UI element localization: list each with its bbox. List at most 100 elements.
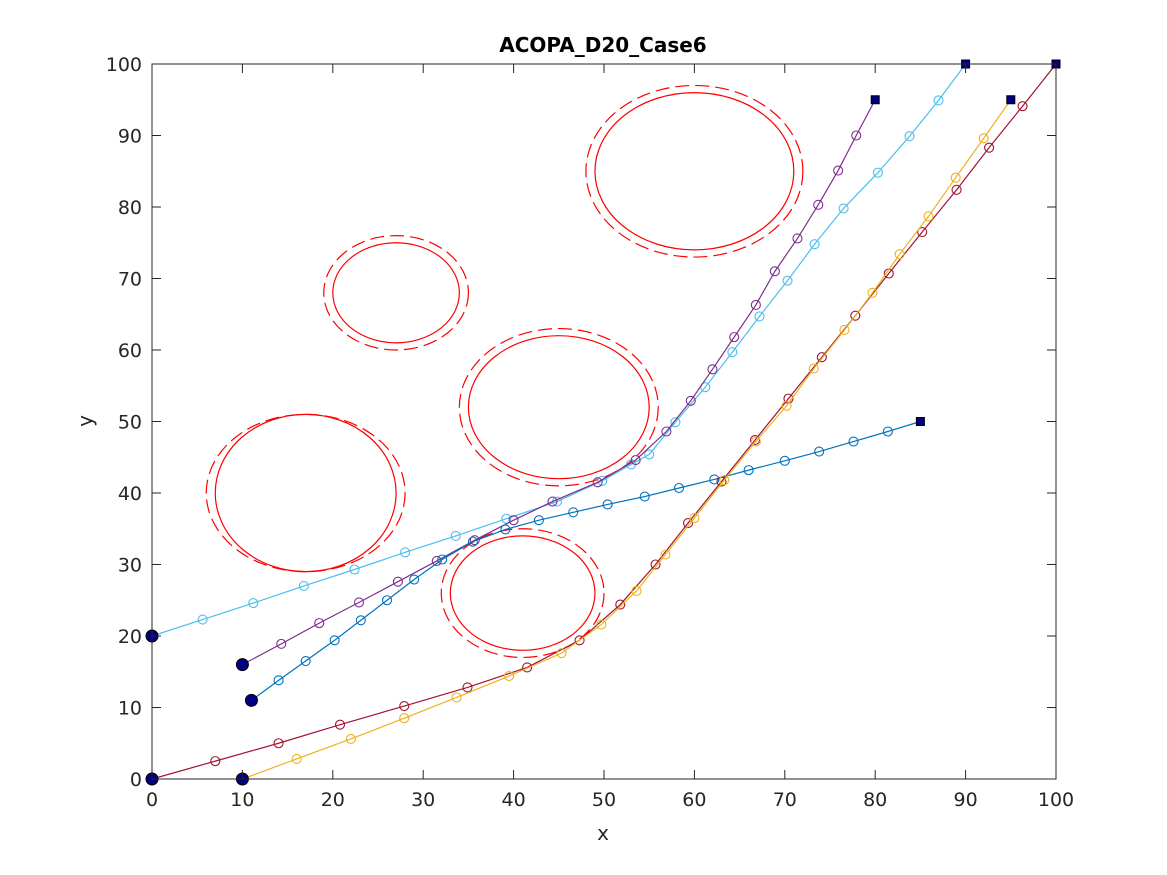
- path-2-waypoint: [276, 638, 287, 649]
- x-tick-label: 80: [863, 789, 887, 811]
- path-5-waypoint: [660, 549, 671, 560]
- x-tick-label: 50: [592, 789, 616, 811]
- path-3-waypoint: [300, 655, 311, 667]
- y-tick-label: 100: [106, 54, 142, 76]
- path-3-waypoint: [673, 482, 685, 494]
- obstacle-5-outer-boundary: [585, 84, 804, 258]
- path-2-waypoint: [792, 233, 803, 244]
- path-5-waypoint: [978, 133, 989, 144]
- path-4-waypoint: [522, 662, 533, 673]
- path-4-waypoint: [574, 635, 585, 646]
- y-axis-label: y: [73, 415, 97, 427]
- path-3-waypoint: [533, 515, 544, 526]
- path-2-waypoint: [630, 455, 641, 466]
- x-tick-label: 0: [146, 789, 158, 811]
- x-tick-label: 70: [773, 789, 797, 811]
- path-4-waypoint: [917, 226, 928, 238]
- y-tick-label: 30: [118, 555, 142, 577]
- path-1-waypoint: [349, 564, 360, 575]
- path-2-waypoint: [353, 597, 365, 608]
- path-3-waypoint: [381, 595, 393, 606]
- path-5-waypoint: [808, 363, 819, 374]
- path-5-waypoint: [451, 692, 462, 703]
- y-tick-label: 40: [118, 483, 142, 505]
- obstacle-3-outer-boundary: [458, 327, 659, 487]
- path-2-line: [242, 99, 876, 666]
- path-1-waypoint: [782, 275, 793, 286]
- plot-area: [145, 59, 1061, 786]
- path-2-waypoint: [813, 199, 824, 210]
- path-1-waypoint: [727, 347, 738, 358]
- y-tick-label: 10: [118, 698, 142, 720]
- path-4-waypoint: [816, 352, 827, 363]
- path-2-waypoint: [392, 576, 403, 587]
- path-2-waypoint: [431, 555, 442, 566]
- path-2-waypoint: [469, 535, 480, 546]
- path-4-waypoint: [273, 738, 284, 749]
- path-5-waypoint: [923, 211, 934, 222]
- path-4-waypoint: [210, 756, 221, 767]
- path-1-waypoint: [450, 530, 461, 541]
- path-4-waypoint: [951, 184, 962, 195]
- y-tick-label: 90: [118, 126, 142, 148]
- path-4-waypoint: [615, 599, 626, 610]
- x-tick-label: 20: [321, 789, 345, 811]
- y-tick-label: 50: [118, 412, 142, 434]
- path-3-waypoint: [329, 635, 340, 646]
- path-2-waypoint: [833, 165, 844, 176]
- path-1-waypoint: [754, 311, 765, 322]
- path-1-waypoint: [872, 167, 883, 178]
- path-1-line: [151, 63, 967, 637]
- path-4-waypoint: [334, 719, 346, 730]
- x-tick-label: 40: [502, 789, 526, 811]
- path-3-waypoint: [568, 507, 579, 518]
- path-2-goal-marker: [870, 95, 880, 105]
- obstacle-2: [332, 242, 460, 344]
- chart-title: ACOPA_D20_Case6: [499, 33, 706, 57]
- path-3-waypoint: [814, 446, 825, 457]
- path-5-waypoint: [719, 475, 730, 486]
- path-5-waypoint: [504, 670, 515, 682]
- path-3-waypoint: [882, 426, 893, 437]
- path-3-waypoint: [602, 499, 613, 510]
- path-1-waypoint: [248, 598, 259, 609]
- y-tick-label: 60: [118, 340, 142, 362]
- path-2-waypoint: [769, 266, 780, 277]
- path-4-line: [151, 63, 1057, 780]
- obstacle-3: [467, 335, 650, 480]
- obstacle-5: [594, 91, 795, 251]
- path-5-waypoint: [689, 512, 700, 524]
- x-tick-label: 90: [954, 789, 978, 811]
- path-2-waypoint: [314, 618, 325, 629]
- x-tick-label: 60: [682, 789, 706, 811]
- path-4-waypoint: [984, 142, 995, 153]
- path-5-waypoint: [556, 648, 567, 659]
- path-3-waypoint: [743, 465, 754, 476]
- path-2-waypoint: [750, 299, 761, 311]
- path-5-line: [242, 99, 1012, 780]
- path-2-waypoint: [592, 477, 603, 488]
- path-2-waypoint: [707, 364, 718, 375]
- path-1-waypoint: [933, 95, 944, 106]
- path-5-waypoint: [894, 249, 905, 260]
- path-1-waypoint: [838, 203, 849, 214]
- path-1-waypoint: [644, 449, 655, 460]
- path-4-waypoint: [462, 682, 473, 693]
- path-5-waypoint: [950, 172, 961, 183]
- path-3-waypoint: [639, 491, 650, 502]
- path-5-waypoint: [750, 436, 761, 447]
- path-1-waypoint: [298, 580, 309, 592]
- path-5-waypoint: [345, 733, 356, 745]
- path-4-waypoint: [716, 476, 727, 487]
- path-3-waypoint: [709, 474, 720, 485]
- path-3-waypoint: [409, 574, 420, 585]
- path-5-waypoint: [291, 753, 302, 765]
- path-5-waypoint: [867, 287, 878, 298]
- path-3-waypoint: [500, 524, 511, 535]
- path-1-waypoint: [904, 131, 915, 142]
- path-1-waypoint: [197, 614, 208, 625]
- path-3-waypoint: [467, 536, 478, 547]
- path-5-waypoint: [596, 619, 607, 630]
